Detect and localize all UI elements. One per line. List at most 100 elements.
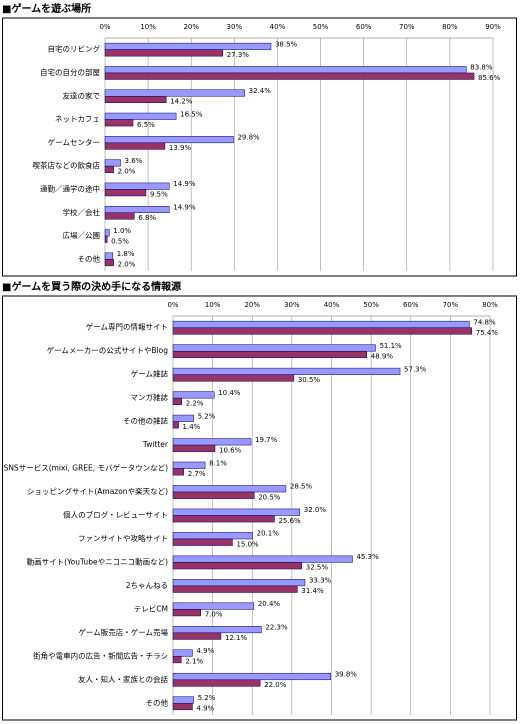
chart-title: ■ゲームを買う際の決め手になる情報源 (2, 280, 181, 293)
x-tick-label: 0% (167, 301, 178, 309)
data-label: 74.8% (473, 318, 496, 326)
bar (172, 367, 401, 375)
category-label: 個人のブログ・レビューサイト (63, 510, 168, 520)
bar (104, 49, 223, 57)
x-tick-label: 20% (183, 23, 199, 31)
data-label: 14.9% (173, 203, 196, 211)
x-tick-label: 0% (99, 23, 110, 31)
data-label: 75.4% (476, 329, 499, 337)
bar (172, 585, 298, 593)
x-tick-label: 50% (313, 23, 329, 31)
bar (172, 327, 473, 335)
category-label: 動画サイト(YouTubeやニコニコ動画など) (27, 557, 168, 566)
bar (172, 350, 368, 359)
data-label: 7.0% (205, 611, 223, 619)
data-label: 32.4% (249, 87, 272, 95)
data-label: 57.3% (404, 365, 427, 373)
bar (172, 491, 255, 499)
category-label: 自宅の自分の部屋 (40, 67, 100, 77)
category-label: ネットカフェ (55, 115, 100, 124)
x-tick-label: 40% (324, 301, 340, 309)
bar (104, 72, 475, 80)
data-label: 27.3% (227, 51, 250, 59)
data-label: 14.2% (170, 98, 193, 106)
x-tick-label: 10% (205, 301, 221, 309)
data-label: 2.0% (118, 261, 136, 269)
bar (172, 696, 194, 704)
data-label: 4.9% (196, 647, 214, 655)
data-label: 31.4% (301, 587, 324, 595)
data-label: 20.4% (258, 600, 281, 608)
x-tick-label: 90% (485, 23, 501, 31)
category-label: その他 (146, 697, 169, 707)
bar (172, 579, 306, 587)
bar (172, 320, 470, 328)
bar (104, 235, 108, 243)
data-label: 13.9% (169, 144, 192, 152)
data-label: 1.8% (117, 250, 135, 258)
bar (172, 397, 182, 405)
data-label: 32.0% (304, 506, 327, 514)
bar (104, 229, 110, 237)
bar (104, 142, 166, 150)
bar (172, 421, 179, 429)
bar (172, 562, 303, 570)
bar (172, 672, 331, 681)
bar (104, 205, 170, 213)
data-label: 20.5% (258, 493, 281, 501)
category-label: 通勤／通学の途中 (40, 183, 100, 193)
chart-frame (2, 17, 517, 277)
x-tick-label: 70% (443, 301, 459, 309)
data-label: 22.0% (264, 681, 287, 689)
x-tick-label: 60% (356, 23, 372, 31)
data-label: 5.2% (198, 412, 216, 420)
category-label: ゲーム専門の情報サイト (86, 322, 168, 332)
bar (104, 96, 167, 104)
x-tick-label: 60% (403, 301, 419, 309)
data-label: 22.3% (265, 624, 288, 632)
category-label: その他 (78, 253, 101, 263)
bar (104, 119, 134, 127)
data-label: 2.1% (185, 658, 203, 666)
bar (104, 182, 170, 190)
data-label: 29.8% (237, 134, 260, 142)
data-label: 32.5% (306, 564, 329, 572)
bar (172, 468, 184, 476)
bar (104, 112, 177, 120)
bar (172, 626, 262, 634)
category-label: 喫茶店などの飲食店 (33, 160, 101, 170)
bar (172, 649, 193, 657)
category-label: 友人・知人・家族との会話 (78, 674, 168, 684)
bar (104, 165, 114, 173)
bar (104, 159, 121, 167)
data-label: 16.5% (180, 110, 203, 118)
data-label: 2.7% (188, 470, 206, 478)
chart-title: ■ゲームを遊ぶ場所 (2, 2, 91, 15)
bar (172, 515, 275, 523)
data-label: 83.8% (470, 64, 493, 72)
data-label: 6.8% (138, 214, 156, 222)
category-label: ファンサイトや攻略サイト (78, 533, 168, 543)
data-label: 38.5% (275, 40, 298, 48)
category-label: マンガ雑誌 (131, 392, 169, 402)
bar (172, 344, 376, 352)
x-tick-label: 80% (442, 23, 458, 31)
data-label: 6.5% (137, 121, 155, 129)
category-label: ゲーム雑誌 (131, 369, 169, 379)
x-tick-label: 50% (363, 301, 379, 309)
bar (172, 444, 216, 452)
data-label: 1.4% (183, 423, 201, 431)
bar (104, 89, 245, 97)
data-label: 33.3% (309, 577, 332, 585)
bar (172, 461, 206, 469)
data-label: 5.2% (198, 694, 216, 702)
category-label: 広場／公園 (63, 230, 101, 240)
data-label: 2.0% (118, 167, 136, 175)
data-label: 25.6% (278, 517, 301, 525)
bar (172, 508, 301, 516)
bar (104, 66, 467, 74)
data-label: 9.5% (150, 191, 168, 199)
data-label: 4.9% (196, 705, 214, 713)
data-label: 20.1% (257, 530, 280, 538)
